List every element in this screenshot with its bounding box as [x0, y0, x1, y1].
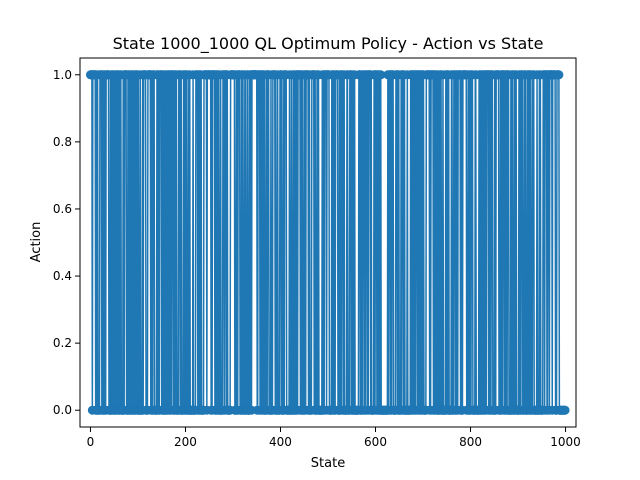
y-tick-label: 0.4 — [53, 269, 72, 283]
y-axis-label: Action — [29, 222, 44, 263]
x-tick-label: 600 — [364, 435, 387, 449]
x-tick-label: 1000 — [550, 435, 581, 449]
y-tick-label: 0.8 — [53, 135, 72, 149]
series-line — [90, 74, 566, 411]
x-tick-label: 800 — [459, 435, 482, 449]
x-tick-label: 200 — [174, 435, 197, 449]
data-point — [376, 70, 386, 80]
y-tick-label: 0.0 — [53, 403, 72, 417]
y-tick-label: 0.2 — [53, 336, 72, 350]
x-tick-label: 0 — [87, 435, 95, 449]
y-axis-ticks: 0.0 0.2 0.4 0.6 0.8 1.0 — [53, 68, 80, 417]
data-point — [554, 70, 564, 80]
y-tick-label: 0.6 — [53, 202, 72, 216]
chart-title: State 1000_1000 QL Optimum Policy - Acti… — [113, 34, 544, 54]
x-axis-label: State — [311, 456, 345, 471]
axes-frame — [79, 57, 577, 428]
data-point — [560, 405, 570, 415]
x-axis-ticks: 0 200 400 600 800 1000 — [87, 427, 581, 449]
x-tick-label: 400 — [269, 435, 292, 449]
y-tick-label: 1.0 — [53, 68, 72, 82]
plot-area — [85, 70, 570, 415]
